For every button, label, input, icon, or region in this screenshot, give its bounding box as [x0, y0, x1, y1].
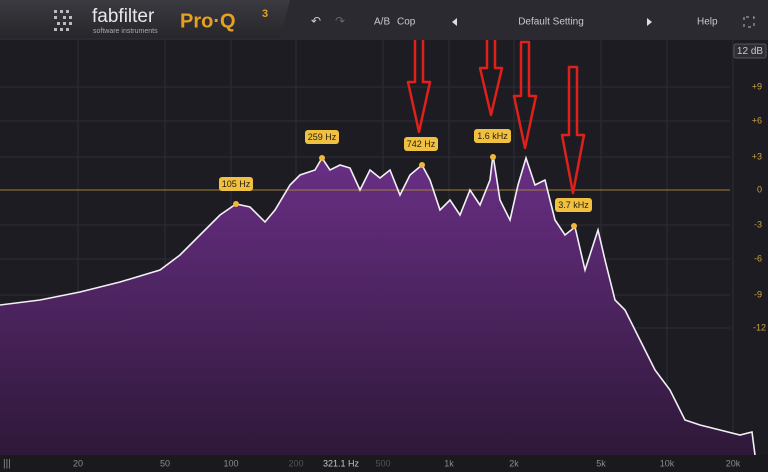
db-label: -3 [754, 219, 762, 229]
redo[interactable]: ↷ [335, 14, 345, 28]
peak-dot [571, 223, 577, 229]
peak-dot [490, 154, 496, 160]
arrow [560, 65, 586, 195]
freq-label: 100 [223, 458, 238, 468]
peak-tag [305, 130, 339, 144]
db-label: -6 [754, 253, 762, 263]
freq-bar [0, 455, 768, 472]
peak-label: 3.7 kHz [558, 200, 589, 210]
freq-label: 20k [726, 458, 741, 468]
db-label: -9 [754, 289, 762, 299]
peak-dot [233, 201, 239, 207]
peak-tag [474, 129, 511, 143]
next-preset[interactable] [647, 18, 652, 26]
spectrum-line [0, 154, 756, 456]
logo-plate [0, 0, 290, 38]
peak-markers: 105 Hz 259 Hz 742 Hz 1.6 kHz 3.7 kHz [219, 129, 592, 229]
db-label: +3 [752, 151, 762, 161]
peak-tag [219, 177, 253, 191]
freq-label: 200 [288, 458, 303, 468]
freq-label: 1k [444, 458, 454, 468]
tagline: software instruments [93, 28, 158, 35]
brand: fabfilter [92, 6, 155, 27]
peak-label: 1.6 kHz [477, 131, 508, 141]
analyzer-icon[interactable]: ||| [3, 459, 11, 470]
peak-tag [555, 198, 592, 212]
db-scale: +9 +6 +3 0 -3 -6 -9 -12 [752, 81, 766, 332]
logo-icon [54, 10, 72, 31]
version: 3 [262, 8, 268, 20]
annotation-arrows [406, 12, 586, 195]
peak-label: 259 Hz [308, 132, 337, 142]
cursor-freq: 321.1 Hz [323, 458, 360, 468]
peak-label: 105 Hz [222, 179, 251, 189]
freq-label: 10k [660, 458, 675, 468]
help-button[interactable]: Help [697, 17, 718, 28]
freq-label: 20 [73, 458, 83, 468]
freq-label: 2k [509, 458, 519, 468]
spectrum-fill [0, 155, 755, 455]
range-button[interactable]: 12 dB [737, 46, 763, 57]
ab-button[interactable]: A/B [374, 17, 390, 28]
preset-name[interactable]: Default Setting [518, 17, 584, 28]
db-label: +6 [752, 115, 762, 125]
freq-label: 50 [160, 458, 170, 468]
undo[interactable]: ↶ [311, 14, 321, 28]
freq-label: 5k [596, 458, 606, 468]
arrow [512, 40, 538, 150]
range-box[interactable] [733, 43, 767, 59]
db-label: +9 [752, 81, 762, 91]
db-label: -12 [753, 322, 766, 332]
peak-label: 742 Hz [407, 139, 436, 149]
db-label: 0 [757, 184, 762, 194]
peak-dot [319, 155, 325, 161]
prev-preset[interactable] [452, 18, 457, 26]
peak-tag [404, 137, 438, 151]
peak-dot [419, 162, 425, 168]
product: Pro·Q [180, 10, 236, 32]
freq-scale: ||| 20 50 100 200 321.1 Hz 500 1k 2k 5k … [3, 458, 741, 469]
freq-label: 500 [375, 458, 390, 468]
copy-button[interactable]: Cop [397, 17, 416, 28]
